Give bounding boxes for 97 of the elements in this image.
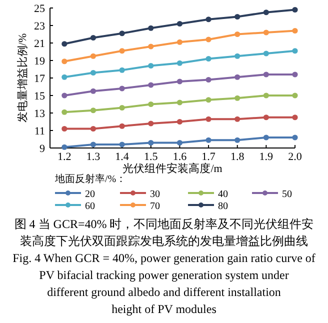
point bbox=[62, 41, 68, 47]
point bbox=[234, 53, 240, 59]
point bbox=[292, 92, 298, 98]
point bbox=[148, 44, 154, 50]
point bbox=[62, 92, 68, 98]
y-tick-label: 23 bbox=[34, 20, 46, 32]
point bbox=[234, 14, 240, 20]
point bbox=[90, 142, 96, 148]
point bbox=[176, 140, 183, 146]
point bbox=[206, 56, 212, 62]
text: 装高度下光伏双面跟踪发电系统的发电量增益比例曲线 bbox=[20, 234, 308, 248]
point bbox=[176, 60, 183, 66]
y-tick-label: 9 bbox=[40, 143, 46, 155]
caption: 图 4 当 GCR=40% 时，不同地面反射率及不同光伏组件安 bbox=[14, 217, 314, 231]
point bbox=[292, 28, 298, 34]
y-tick-label: 11 bbox=[34, 126, 45, 138]
point bbox=[176, 118, 183, 125]
point bbox=[292, 134, 298, 140]
point bbox=[119, 48, 125, 54]
point bbox=[234, 31, 240, 38]
point bbox=[206, 16, 212, 22]
x-tick-label: 1.6 bbox=[172, 151, 188, 163]
point bbox=[62, 109, 68, 115]
point bbox=[234, 74, 240, 80]
point bbox=[206, 76, 212, 83]
legend-label: 50 bbox=[282, 189, 292, 200]
x-tick-label: 2.0 bbox=[288, 151, 302, 163]
point bbox=[234, 137, 240, 143]
y-tick-label: 13 bbox=[34, 108, 46, 120]
point bbox=[90, 108, 96, 114]
point bbox=[148, 25, 154, 31]
x-tick-label: 1.2 bbox=[58, 151, 72, 163]
point bbox=[119, 104, 125, 111]
point bbox=[148, 62, 154, 69]
point bbox=[176, 20, 183, 27]
legend-label: 20 bbox=[85, 189, 95, 200]
point bbox=[90, 53, 96, 59]
point bbox=[119, 123, 125, 129]
y-axis-title: 发电量增益比例/% bbox=[16, 33, 29, 123]
point bbox=[62, 58, 68, 64]
point bbox=[292, 6, 298, 13]
legend-label: 70 bbox=[150, 201, 160, 212]
point bbox=[119, 86, 125, 92]
point bbox=[206, 137, 212, 143]
point bbox=[62, 144, 68, 150]
point bbox=[263, 72, 269, 78]
text: different ground albedo and different installation bbox=[47, 285, 281, 299]
x-tick-label: 1.9 bbox=[259, 151, 274, 163]
point bbox=[263, 134, 269, 140]
x-tick-label: 1.7 bbox=[202, 151, 216, 163]
y-tick-label: 15 bbox=[34, 90, 46, 102]
point bbox=[62, 74, 68, 80]
point bbox=[206, 116, 212, 122]
legend-label: 30 bbox=[150, 189, 160, 200]
point bbox=[119, 67, 125, 73]
point bbox=[263, 92, 269, 98]
point bbox=[263, 30, 269, 36]
point bbox=[90, 126, 96, 132]
y-tick-label: 25 bbox=[34, 3, 46, 15]
point bbox=[148, 82, 154, 88]
point bbox=[62, 126, 68, 132]
point bbox=[90, 88, 96, 94]
point bbox=[148, 120, 154, 126]
point bbox=[292, 48, 298, 54]
legend-label: 40 bbox=[218, 189, 228, 200]
point bbox=[148, 140, 154, 146]
point bbox=[148, 101, 154, 108]
point bbox=[206, 36, 212, 42]
point bbox=[206, 97, 212, 103]
x-tick-label: 1.5 bbox=[144, 151, 158, 163]
point bbox=[234, 116, 240, 122]
legend-label: 60 bbox=[85, 201, 95, 212]
x-axis-title: 光伏组件安装高度/m bbox=[122, 162, 223, 175]
y-tick-label: 21 bbox=[34, 38, 45, 50]
y-tick-label: 19 bbox=[34, 56, 46, 68]
legend-title: 地面反射率/%： bbox=[54, 173, 126, 185]
point bbox=[119, 30, 125, 36]
point bbox=[292, 114, 298, 120]
point bbox=[176, 39, 183, 45]
legend-label: 80 bbox=[218, 201, 228, 212]
point bbox=[176, 100, 183, 106]
caption: Fig. 4 When GCR = 40%, power generation gain ratio curve of bbox=[12, 251, 316, 265]
x-tick-label: 1.4 bbox=[115, 151, 130, 163]
point bbox=[119, 142, 125, 148]
text: height of PV modules bbox=[112, 302, 217, 316]
point bbox=[176, 78, 183, 84]
y-tick-label: 17 bbox=[34, 73, 46, 85]
point bbox=[292, 72, 298, 78]
point bbox=[234, 95, 240, 101]
x-tick-label: 1.3 bbox=[86, 151, 101, 163]
point bbox=[90, 34, 96, 41]
text: PV bifacial tracking power generation system under bbox=[39, 268, 289, 282]
point bbox=[263, 114, 269, 120]
x-tick-label: 1.8 bbox=[230, 151, 245, 163]
point bbox=[263, 10, 269, 16]
point bbox=[90, 70, 96, 76]
point bbox=[263, 50, 269, 56]
